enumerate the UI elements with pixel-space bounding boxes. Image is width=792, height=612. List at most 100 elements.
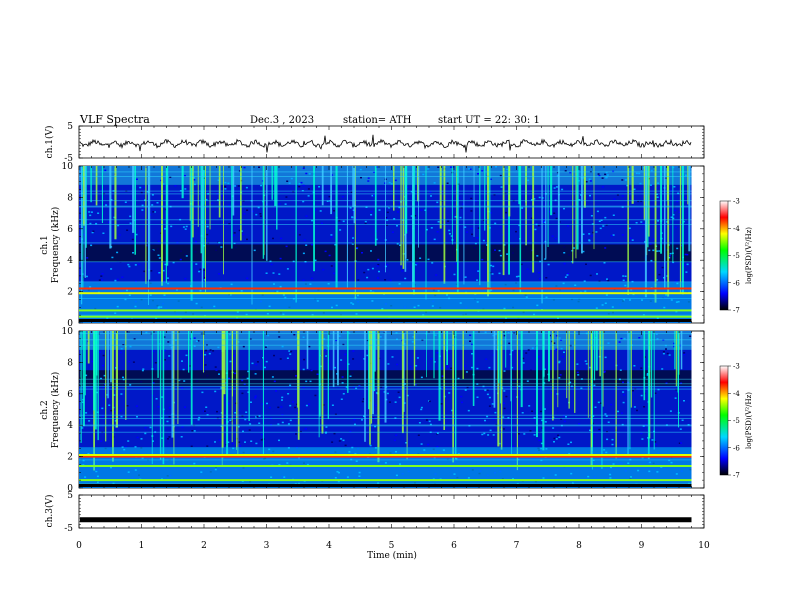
spectrogram-cell	[600, 402, 602, 404]
spectrogram-cell	[592, 415, 595, 417]
spectrogram-cell	[386, 224, 388, 226]
spectrogram-cell	[604, 413, 607, 415]
spectrogram-cell	[561, 355, 564, 358]
spectrogram-cell	[469, 340, 471, 342]
spectrogram-cell	[168, 436, 171, 438]
spectrogram-cell	[215, 249, 218, 251]
spectrogram-cell	[184, 406, 186, 408]
spectrogram-cell	[657, 388, 660, 391]
spectrogram-cell	[646, 374, 649, 376]
spectrogram-sferic	[479, 166, 481, 286]
spectrogram-cell	[622, 401, 625, 404]
spectrogram-cell	[371, 267, 374, 270]
spectrogram-cell	[464, 226, 467, 228]
spectrogram-cell	[429, 423, 432, 426]
spectrogram-cell	[97, 212, 100, 214]
spectrogram-cell	[553, 441, 555, 443]
spectrogram-sferic	[370, 331, 373, 424]
spectrogram-cell	[611, 438, 614, 441]
spectrogram-line	[79, 281, 692, 283]
spectrogram-cell	[607, 279, 610, 282]
spectrogram-cell	[203, 269, 206, 271]
spectrogram-cell	[255, 416, 258, 418]
spectrogram-cell	[598, 175, 601, 177]
spectrogram-sferic	[525, 166, 527, 246]
spectrogram-cell	[364, 220, 367, 223]
spectrogram-cell	[140, 381, 143, 383]
spectrogram-cell	[126, 331, 128, 333]
spectrogram-sferic	[519, 166, 522, 293]
spectrogram-sferic	[372, 331, 375, 391]
spectrogram-cell	[353, 418, 356, 421]
colorbar-tick-label: -5	[733, 417, 740, 425]
y-tick-label: 2	[67, 453, 73, 463]
spectrogram-cell	[440, 190, 443, 193]
spectrogram-cell	[341, 196, 344, 198]
spectrogram-cell	[621, 234, 624, 236]
spectrogram-cell	[606, 174, 609, 176]
spectrogram-cell	[493, 260, 496, 262]
spectrogram-cell	[468, 168, 471, 170]
spectrogram-cell	[490, 264, 493, 267]
spectrogram-cell	[302, 386, 305, 389]
spectrogram-cell	[527, 349, 530, 351]
spectrogram-cell	[224, 181, 227, 184]
spectrogram-cell	[684, 196, 687, 199]
spectrogram-cell	[678, 442, 681, 444]
spectrogram-cell	[335, 339, 338, 342]
spectrogram-cell	[339, 229, 342, 231]
spectrogram-cell	[292, 401, 294, 403]
spectrogram-cell	[458, 197, 461, 199]
spectrogram-cell	[498, 272, 501, 275]
y-tick-label: 8	[67, 193, 73, 203]
date-label: Dec.3 , 2023	[250, 115, 314, 126]
ch1-spectrogram-panel	[79, 166, 704, 323]
spectrogram-cell	[256, 361, 259, 363]
spectrogram-cell	[205, 349, 207, 352]
spectrogram-cell	[380, 386, 383, 388]
spectrogram-cell	[349, 430, 352, 433]
spectrogram-cell	[255, 442, 258, 445]
spectrogram-cell	[470, 210, 473, 212]
spectrogram-cell	[243, 166, 246, 169]
spectrogram-cell	[396, 211, 399, 213]
spectrogram-cell	[391, 231, 394, 233]
spectrogram-cell	[272, 272, 275, 274]
spectrogram-cell	[441, 185, 444, 187]
spectrogram-cell	[391, 356, 394, 358]
spectrogram-sferic	[330, 166, 332, 215]
spectrogram-cell	[645, 423, 648, 426]
spectrogram-cell	[205, 406, 208, 408]
spectrogram-sferic	[236, 331, 237, 450]
spectrogram-cell	[462, 203, 465, 205]
spectrogram-cell	[429, 191, 432, 193]
spectrogram-cell	[340, 359, 343, 361]
spectrogram-cell	[342, 439, 345, 442]
spectrogram-cell	[218, 373, 220, 375]
spectrogram-cell	[330, 236, 333, 238]
spectrogram-cell	[672, 214, 675, 216]
spectrogram-cell	[333, 272, 335, 275]
spectrogram-cell	[538, 196, 541, 199]
spectrogram-cell	[595, 231, 598, 233]
spectrogram-cell	[416, 262, 419, 265]
spectrogram-cell	[599, 227, 602, 230]
spectrogram-cell	[604, 247, 607, 249]
spectrogram-cell	[658, 250, 661, 252]
ch3-waveform-trace	[80, 517, 692, 523]
spectrogram-cell	[242, 376, 245, 378]
spectrogram-cell	[473, 247, 476, 249]
spectrogram-cell	[498, 420, 501, 423]
spectrogram-sferic	[576, 166, 579, 250]
spectrogram-cell	[209, 349, 212, 351]
spectrogram-sferic	[157, 331, 159, 378]
spectrogram-cell	[517, 275, 520, 278]
colorbar-tick-label: -7	[733, 307, 740, 315]
spectrogram-cell	[135, 405, 138, 407]
spectrogram-cell	[525, 352, 528, 354]
spectrogram-cell	[481, 250, 484, 252]
spectrogram-cell	[131, 238, 134, 241]
spectrogram-cell	[141, 204, 144, 207]
spectrogram-cell	[526, 268, 529, 270]
spectrogram-cell	[367, 268, 370, 271]
